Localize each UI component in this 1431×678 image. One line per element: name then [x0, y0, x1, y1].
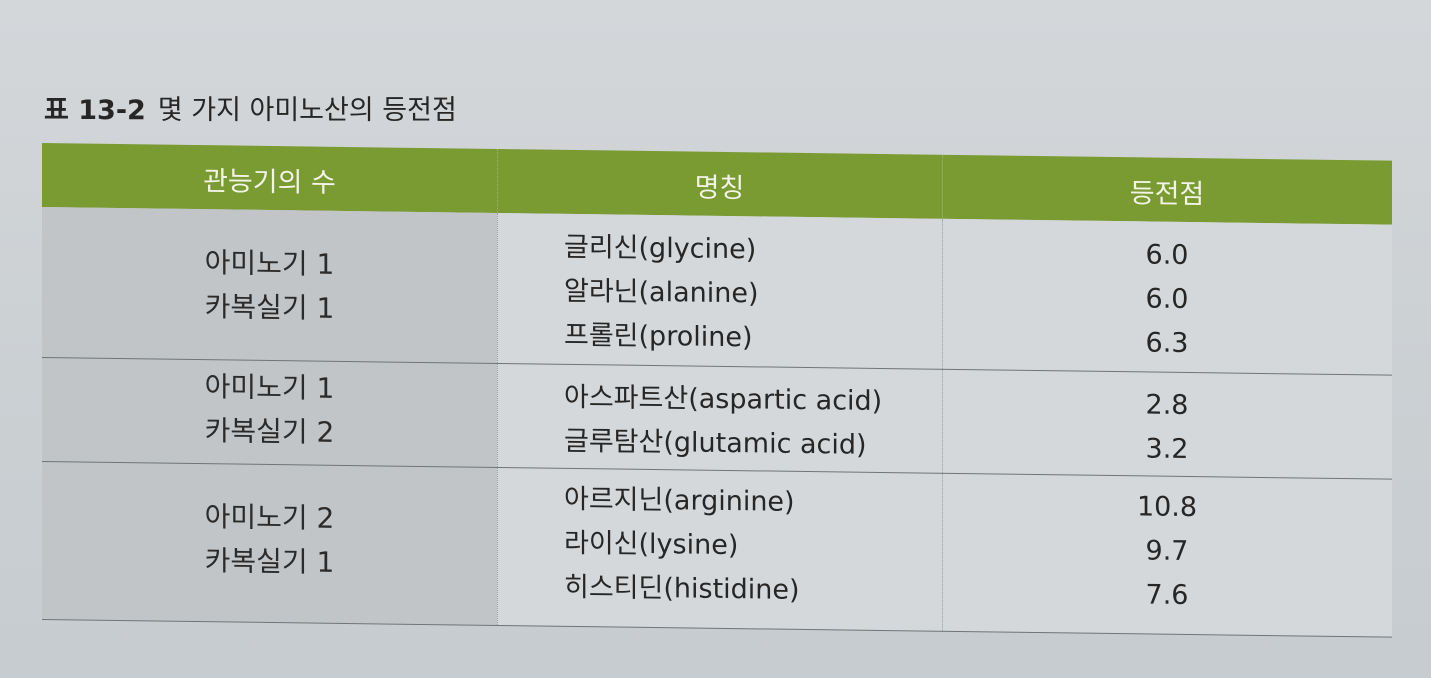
- amino-acid-name: 아르지닌(arginine): [564, 483, 795, 518]
- amino-group-count: 아미노기 1: [204, 370, 335, 405]
- amino-acid-name-cell: 아스파트산(aspartic acid) 글루탐산(glutamic acid): [564, 376, 882, 468]
- isoelectric-point-value: 6.0: [1145, 239, 1189, 272]
- isoelectric-point-cell: 2.8 3.2: [942, 381, 1392, 475]
- amino-acid-name: 글루탐산(glutamic acid): [564, 425, 867, 461]
- isoelectric-point-value: 3.2: [1145, 433, 1189, 466]
- carboxyl-group-count: 카복실기 2: [204, 414, 335, 449]
- amino-acid-name: 글리신(glycine): [564, 231, 757, 266]
- isoelectric-point-value: 2.8: [1145, 389, 1189, 422]
- amino-acid-name: 라이신(lysine): [564, 527, 739, 562]
- amino-group-count: 아미노기 2: [204, 500, 335, 535]
- header-name: 명칭: [694, 172, 745, 205]
- amino-acid-name: 알라닌(alanine): [564, 275, 759, 310]
- isoelectric-point-cell: 6.0 6.0 6.3: [942, 231, 1392, 369]
- isoelectric-point-value: 9.7: [1145, 535, 1189, 568]
- table-number: 표 13-2: [44, 95, 146, 126]
- amino-acid-name-cell: 아르지닌(arginine) 라이신(lysine) 히스티딘(histidin…: [564, 478, 800, 613]
- header-functional-groups: 관능기의 수: [203, 166, 336, 199]
- amino-group-count: 아미노기 1: [204, 246, 335, 281]
- header-isoelectric-point: 등전점: [1129, 178, 1205, 211]
- isoelectric-point-value: 6.0: [1145, 283, 1189, 316]
- functional-group-cell: 아미노기 1 카복실기 2: [42, 363, 497, 457]
- isoelectric-point-value: 7.6: [1145, 579, 1189, 612]
- carboxyl-group-count: 카복실기 1: [204, 290, 335, 325]
- amino-acid-name-cell: 글리신(glycine) 알라닌(alanine) 프롤린(proline): [564, 226, 759, 361]
- table-row-group: 아미노기 2 카복실기 1 아르지닌(arginine) 라이신(lysine)…: [42, 461, 1392, 637]
- carboxyl-group-count: 카복실기 1: [204, 544, 335, 579]
- table-title: 몇 가지 아미노산의 등전점: [157, 95, 457, 126]
- isoelectric-point-cell: 10.8 9.7 7.6: [942, 483, 1392, 621]
- amino-acid-name: 히스티딘(histidine): [564, 571, 800, 606]
- table-row-group: 아미노기 1 카복실기 2 아스파트산(aspartic acid) 글루탐산(…: [42, 357, 1392, 479]
- table-caption: 표 13-2 몇 가지 아미노산의 등전점: [44, 88, 457, 127]
- amino-acid-name: 아스파트산(aspartic acid): [564, 381, 883, 417]
- isoelectric-point-value: 10.8: [1136, 491, 1198, 524]
- table-row-group: 아미노기 1 카복실기 1 글리신(glycine) 알라닌(alanine) …: [42, 207, 1392, 375]
- amino-acid-name: 프롤린(proline): [564, 319, 753, 354]
- isoelectric-point-value: 6.3: [1145, 327, 1189, 360]
- isoelectric-point-table: 관능기의 수 명칭 등전점 아미노기 1 카복실기 1 글리신(glycine)…: [42, 143, 1392, 641]
- functional-group-cell: 아미노기 2 카복실기 1: [42, 493, 497, 587]
- functional-group-cell: 아미노기 1 카복실기 1: [42, 239, 497, 333]
